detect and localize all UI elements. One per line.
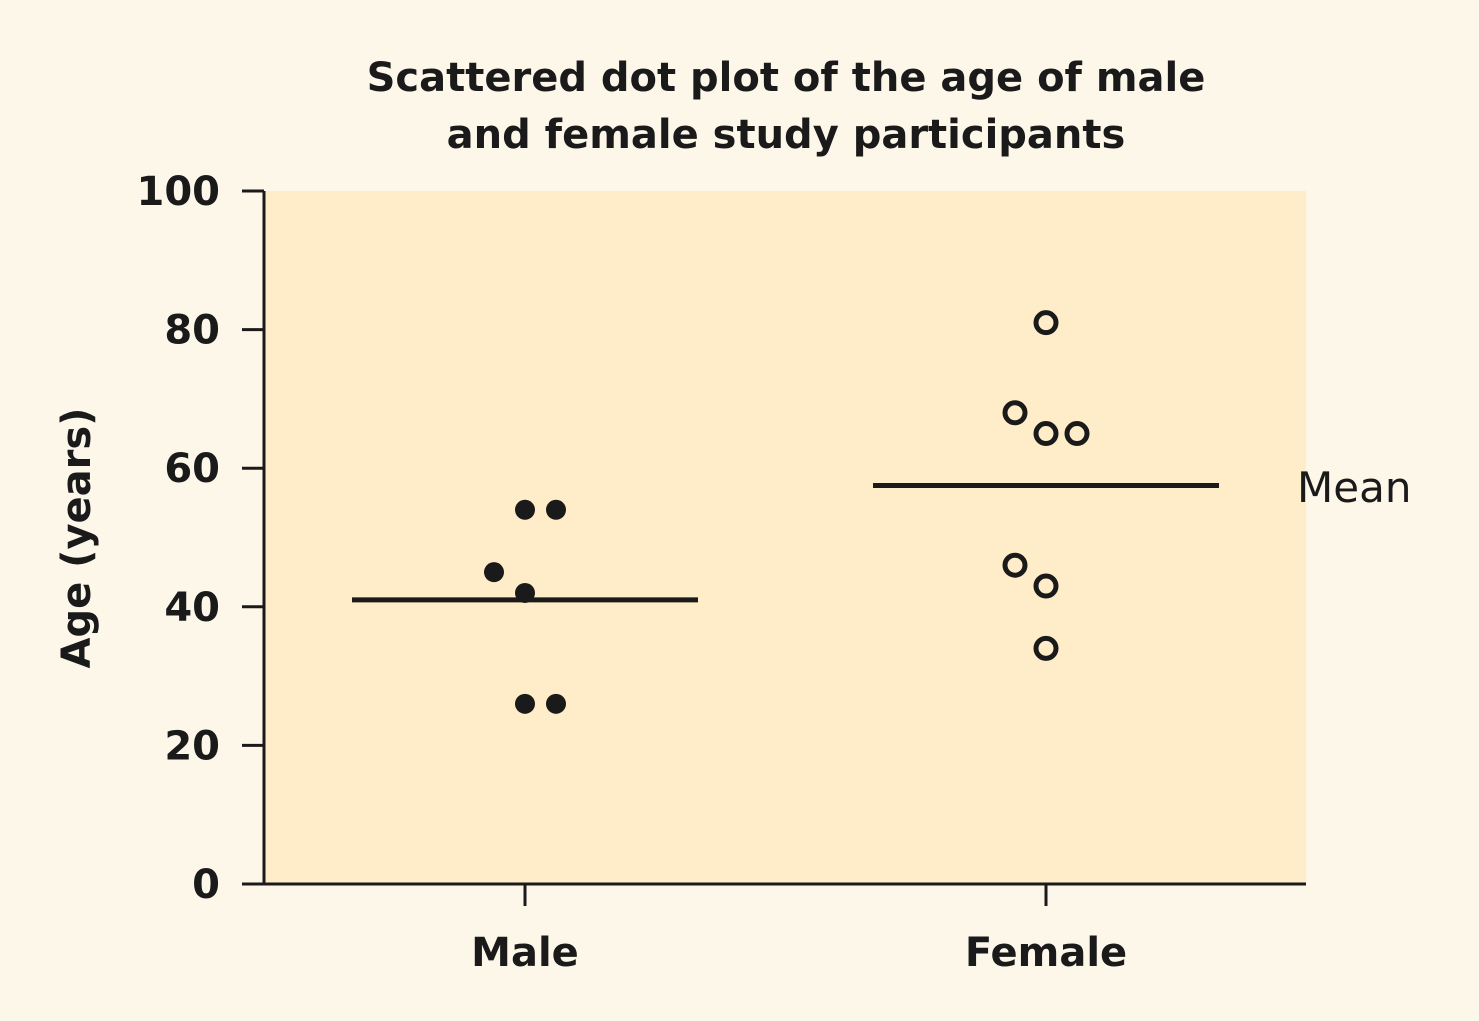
male-data-point xyxy=(515,499,535,520)
male-data-point xyxy=(515,582,535,603)
y-tick-label: 60 xyxy=(164,446,220,492)
mean-annotation: Mean xyxy=(1297,463,1411,512)
female-data-point xyxy=(1033,310,1059,336)
female-data-point xyxy=(1033,573,1059,599)
x-tick-label: Female xyxy=(965,930,1127,976)
plot-area-background xyxy=(264,191,1306,884)
y-axis-label: Age (years) xyxy=(54,408,100,669)
chart-title-line-1: Scattered dot plot of the age of male xyxy=(367,55,1206,101)
x-axis-ticks: Male Female xyxy=(471,884,1127,976)
male-data-point xyxy=(546,693,566,714)
female-data-point xyxy=(1033,421,1059,447)
y-tick-label: 80 xyxy=(164,308,220,354)
axes xyxy=(262,191,1306,886)
data-points xyxy=(484,310,1090,714)
female-data-point xyxy=(1064,421,1090,447)
female-data-point xyxy=(1002,400,1028,426)
y-tick-label: 100 xyxy=(137,169,221,215)
x-tick-label: Male xyxy=(471,930,579,976)
y-axis-ticks: 0 20 40 60 80 100 xyxy=(137,169,264,908)
male-data-point xyxy=(546,499,566,520)
male-data-point xyxy=(515,693,535,714)
y-tick-label: 20 xyxy=(164,723,220,769)
y-tick-label: 40 xyxy=(164,585,220,631)
chart-title: Scattered dot plot of the age of male an… xyxy=(367,55,1206,158)
female-data-point xyxy=(1002,552,1028,578)
y-tick-label: 0 xyxy=(192,862,220,908)
female-data-point xyxy=(1033,635,1059,661)
male-data-point xyxy=(484,562,504,583)
chart-title-line-2: and female study participants xyxy=(447,112,1126,158)
